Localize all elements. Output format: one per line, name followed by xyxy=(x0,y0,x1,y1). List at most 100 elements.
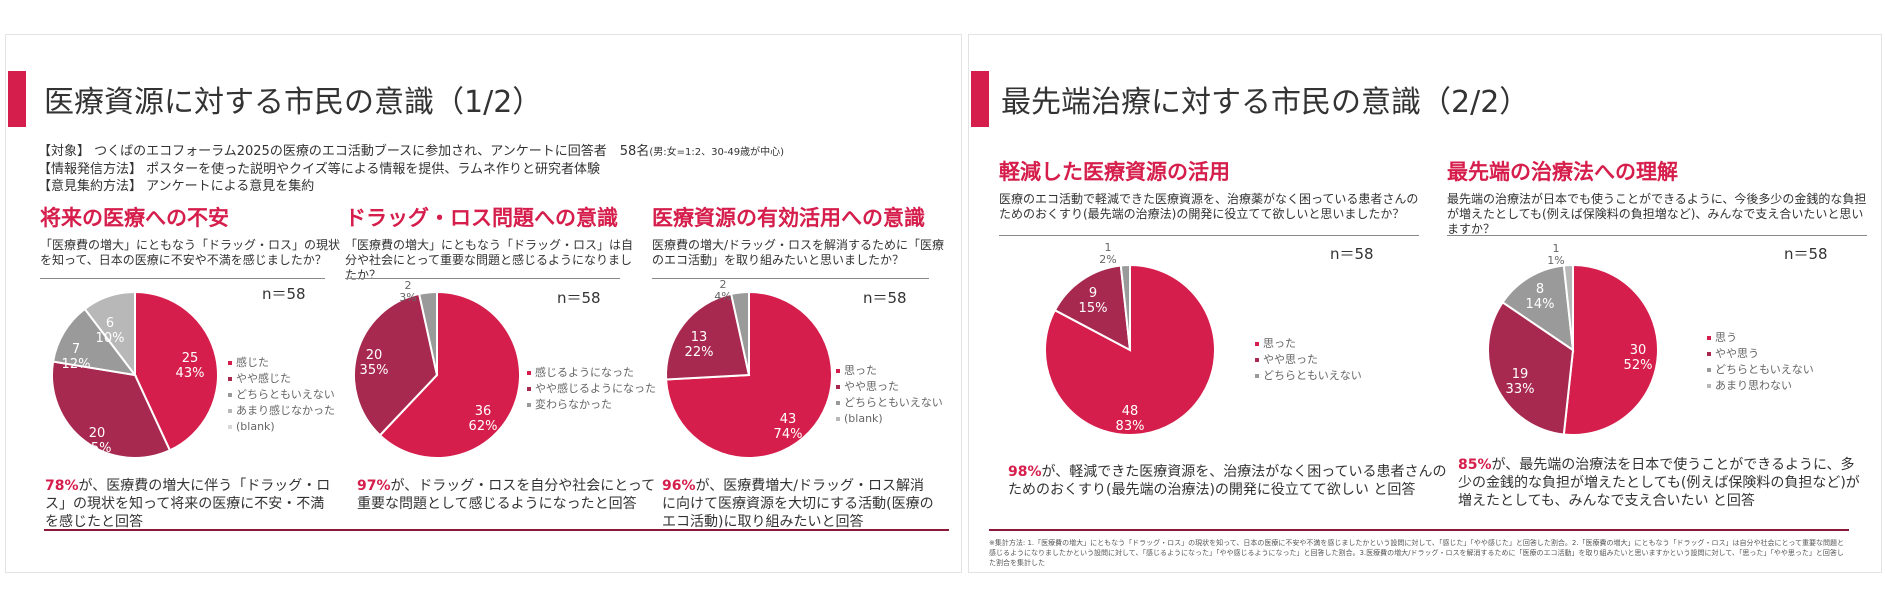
legend-swatch xyxy=(527,371,531,375)
chart-5-legend: 思う やや思う どちらともいえない あまり思わない xyxy=(1707,330,1814,394)
legend-swatch xyxy=(527,403,531,407)
legend-swatch xyxy=(836,369,840,373)
meta-line-2: 【意見集約方法】 アンケートによる意見を集約 xyxy=(38,179,315,194)
chart-4-header: 軽減した医療資源の活用 医療のエコ活動で軽減できた医療資源を、治療薬がなく困ってい… xyxy=(999,156,1419,222)
chart-5-title: 最先端の治療法への理解 xyxy=(1447,160,1678,184)
chart-3-label-pct: 74% xyxy=(773,427,803,442)
chart-2-conclusion-text: が、ドラッグ・ロスを自分や社会にとって重要な問題として感じるようになったと回答 xyxy=(357,478,656,512)
chart-4-slice-2 xyxy=(1119,263,1131,351)
chart-5-data-label-3: 1 1% xyxy=(1531,243,1581,267)
legend-swatch xyxy=(1707,384,1711,388)
section-divider xyxy=(989,529,1849,531)
chart-4-rule xyxy=(999,235,1419,236)
chart-1-slice-0 xyxy=(134,290,219,452)
chart-4-legend-item: やや思った xyxy=(1255,352,1362,368)
chart-2-rule xyxy=(345,278,620,279)
chart-5-slice-2 xyxy=(1501,264,1575,353)
chart-3-conclusion-text: が、医療費増大/ドラッグ・ロス解消に向けて医療資源を大切にする活動(医療のエコ活… xyxy=(662,478,934,530)
chart-3-data-label-2: 2 4% xyxy=(698,279,748,303)
chart-1-legend-item: あまり感じなかった xyxy=(228,403,335,419)
chart-5-label-count: 30 xyxy=(1629,343,1647,358)
chart-2-slice-1 xyxy=(353,292,439,437)
chart-3-header: 医療資源の有効活用への意識 医療費の増大/ドラッグ・ロスを解消するために「医療のエ… xyxy=(652,202,947,268)
chart-2-legend-item: 感じるようになった xyxy=(527,365,656,381)
chart-3-legend: 思った やや思った どちらともいえない (blank) xyxy=(836,363,943,427)
chart-3-slice-1 xyxy=(665,292,751,381)
title-accent-bar xyxy=(971,71,989,127)
chart-1-question: 「医療費の増大」にともなう「ドラッグ・ロス」の現状を知って、日本の医療に不安や不… xyxy=(40,238,341,267)
chart-5-slice-1 xyxy=(1487,300,1575,436)
chart-3-slice-2 xyxy=(729,290,750,376)
legend-label: どちらともいえない xyxy=(844,396,943,409)
legend-label: どちらともいえない xyxy=(236,388,335,401)
chart-5-conclusion: 85%が、最先端の治療法を日本で使うことができるように、多少の金銭的な負担が増え… xyxy=(1458,456,1863,510)
chart-3-label-count: 13 xyxy=(690,330,708,345)
chart-2-label-pct: 62% xyxy=(468,419,498,434)
chart-1-label-pct: 12% xyxy=(61,357,91,372)
legend-swatch xyxy=(228,377,232,381)
chart-2-header: ドラッグ・ロス問題への意識 「医療費の増大」にともなう「ドラッグ・ロス」は自分や社… xyxy=(345,202,635,283)
chart-4-label-pct: 83% xyxy=(1115,419,1145,434)
legend-swatch xyxy=(228,361,232,365)
chart-5-label-pct: 33% xyxy=(1505,382,1535,397)
chart-2-data-label-0: 36 62% xyxy=(458,404,508,434)
meta-line-0: 【対象】 つくばのエコフォーラム2025の医療のエコ活動ブースに参加され、アンケ… xyxy=(38,144,785,159)
legend-label: やや思った xyxy=(844,380,899,393)
legend-swatch xyxy=(1707,352,1711,356)
chart-3-data-label-0: 43 74% xyxy=(763,412,813,442)
legend-label: あまり感じなかった xyxy=(236,404,335,417)
chart-5-label-count: 1 xyxy=(1552,242,1560,255)
legend-swatch xyxy=(1255,342,1259,346)
chart-1-title: 将来の医療への不安 xyxy=(40,206,229,230)
legend-label: 感じるようになった xyxy=(535,366,634,379)
legend-swatch xyxy=(1707,368,1711,372)
chart-2-slice-0 xyxy=(378,290,521,459)
chart-1-pie xyxy=(51,290,219,459)
legend-swatch xyxy=(836,401,840,405)
chart-3-label-count: 2 xyxy=(719,278,727,291)
chart-1-slice-2 xyxy=(51,307,138,377)
survey-meta: 【対象】 つくばのエコフォーラム2025の医療のエコ活動ブースに参加され、アンケ… xyxy=(38,143,784,195)
chart-1-data-label-0: 25 43% xyxy=(165,351,215,381)
legend-label: やや感じるようになった xyxy=(535,382,656,395)
chart-4-n-label: n＝58 xyxy=(1330,245,1374,263)
section-divider xyxy=(44,529,949,531)
chart-3-legend-item: 思った xyxy=(836,363,943,379)
legend-swatch xyxy=(836,385,840,389)
legend-swatch xyxy=(836,417,840,421)
legend-label: 思った xyxy=(1263,337,1296,350)
chart-3-legend-item: やや思った xyxy=(836,379,943,395)
chart-5-label-pct: 14% xyxy=(1525,297,1555,312)
legend-swatch xyxy=(1255,374,1259,378)
legend-swatch xyxy=(228,393,232,397)
chart-2-data-label-2: 2 3% xyxy=(383,280,433,304)
chart-1-conclusion-text: が、医療費の増大に伴う「ドラッグ・ロス」の現状を知って将来の医療に不安・不満を感… xyxy=(45,478,331,530)
chart-4-label-count: 48 xyxy=(1121,404,1139,419)
chart-5-conclusion-text: が、最先端の治療法を日本で使うことができるように、多少の金銭的な負担が増えたとし… xyxy=(1458,457,1860,509)
chart-2-legend-item: やや感じるようになった xyxy=(527,381,656,397)
slide-1-title: 医療資源に対する市民の意識（1/2） xyxy=(44,85,543,120)
chart-5-label-pct: 52% xyxy=(1623,358,1653,373)
chart-5-slice-3 xyxy=(1562,263,1574,351)
chart-1-label-pct: 10% xyxy=(95,331,125,346)
chart-4-pie xyxy=(1044,263,1216,436)
chart-2-conclusion-pct: 97% xyxy=(357,478,391,494)
chart-4-legend-item: どちらともいえない xyxy=(1255,368,1362,384)
chart-1-conclusion-pct: 78% xyxy=(45,478,79,494)
chart-3-n-label: n＝58 xyxy=(863,289,907,307)
legend-label: 感じた xyxy=(236,356,269,369)
chart-3-question: 医療費の増大/ドラッグ・ロスを解消するために「医療のエコ活動」を取り組みたいと思… xyxy=(652,238,945,267)
chart-4-legend-item: 思った xyxy=(1255,336,1362,352)
chart-5-slice-0 xyxy=(1562,263,1659,436)
chart-4-conclusion: 98%が、軽減できた医療資源を、治療法がなく困っている患者さんのためのおくすり(… xyxy=(1008,463,1448,499)
legend-label: やや思った xyxy=(1263,353,1318,366)
chart-3-conclusion-pct: 96% xyxy=(662,478,696,494)
chart-1-rule xyxy=(40,278,325,279)
chart-3-legend-item: どちらともいえない xyxy=(836,395,943,411)
chart-2-label-pct: 3% xyxy=(399,291,417,304)
chart-2-pie xyxy=(353,290,521,459)
chart-5-data-label-0: 30 52% xyxy=(1613,343,1663,373)
chart-1-label-pct: 43% xyxy=(175,366,205,381)
slide-2-title: 最先端治療に対する市民の意識（2/2） xyxy=(1001,85,1530,120)
chart-1-legend: 感じた やや感じた どちらともいえない あまり感じなかった (blank) xyxy=(228,355,335,435)
